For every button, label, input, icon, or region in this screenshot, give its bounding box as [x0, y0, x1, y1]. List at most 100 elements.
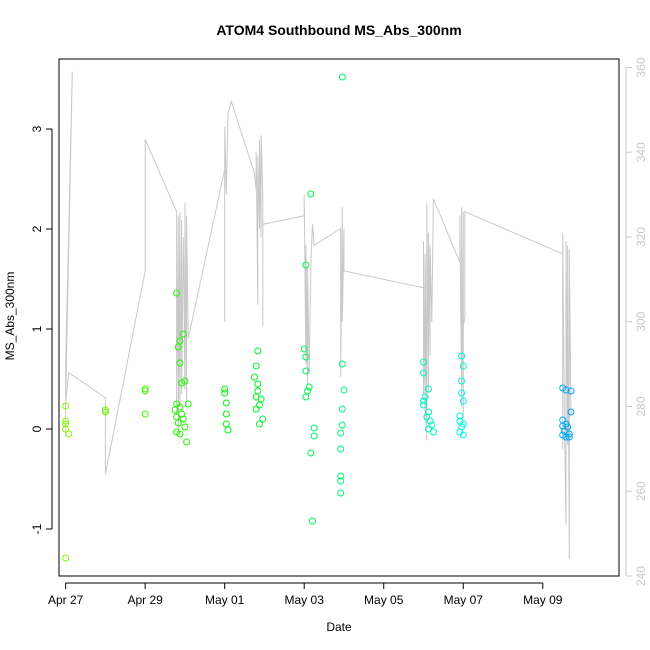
y2-tick-label: 340: [634, 142, 648, 162]
data-point: [254, 380, 262, 388]
x-tick-label: May 09: [523, 593, 563, 607]
data-point: [222, 420, 230, 428]
data-point: [458, 352, 466, 360]
y2-tick-label: 300: [634, 311, 648, 331]
x-tick-label: May 07: [444, 593, 484, 607]
data-point: [62, 402, 70, 410]
data-point: [171, 406, 179, 414]
data-point: [565, 433, 573, 441]
y2-tick-label: 320: [634, 227, 648, 247]
data-point: [456, 412, 464, 420]
data-point: [176, 430, 184, 438]
y2-tick-label: 240: [634, 566, 648, 586]
data-point: [256, 401, 263, 409]
x-tick-label: May 01: [205, 593, 245, 607]
data-point: [459, 431, 467, 439]
data-point: [254, 387, 262, 395]
data-point: [141, 410, 149, 418]
data-point: [458, 377, 466, 385]
data-point-layer: [62, 73, 575, 562]
data-point: [305, 383, 313, 391]
data-point: [338, 421, 346, 429]
y-axis-left: -1 0 1 2 3: [30, 125, 53, 534]
data-point: [458, 423, 466, 431]
y2-tick-label: 260: [634, 481, 648, 501]
data-point: [420, 358, 427, 366]
data-point: [62, 420, 70, 428]
data-point: [173, 289, 181, 297]
data-point: [567, 408, 575, 416]
data-point: [562, 386, 570, 394]
data-point: [62, 554, 70, 562]
data-point: [425, 385, 432, 393]
data-point: [302, 353, 310, 361]
data-point: [259, 415, 267, 423]
y-tick-label: 2: [30, 225, 44, 232]
data-point: [338, 405, 346, 413]
data-point: [559, 422, 567, 430]
y-tick-label: -1: [30, 523, 44, 534]
data-point: [222, 399, 230, 407]
data-point: [567, 387, 575, 395]
data-point: [338, 73, 346, 81]
data-point: [302, 367, 310, 375]
data-point: [310, 432, 318, 440]
data-point: [420, 401, 427, 409]
series-line: [65, 71, 572, 560]
data-point: [302, 261, 310, 269]
data-point: [179, 415, 187, 423]
data-point: [174, 419, 182, 427]
data-point: [458, 389, 466, 397]
data-point: [421, 393, 429, 401]
right-axis-series-layer: [65, 71, 572, 560]
x-axis-label: Date: [326, 620, 352, 634]
x-tick-label: May 03: [285, 593, 325, 607]
data-point: [425, 408, 432, 416]
data-point: [256, 420, 263, 428]
y-tick-label: 0: [30, 425, 44, 432]
data-point: [309, 517, 316, 525]
data-point: [300, 345, 308, 353]
data-point: [425, 425, 432, 433]
data-point: [179, 330, 187, 338]
data-point: [176, 359, 184, 367]
data-point: [252, 405, 260, 413]
data-point: [183, 438, 191, 446]
data-point: [459, 397, 467, 405]
data-point: [562, 433, 570, 441]
data-point: [224, 426, 232, 434]
data-point: [337, 429, 345, 437]
data-point: [221, 385, 229, 393]
data-point: [62, 417, 70, 425]
data-point: [65, 430, 73, 438]
data-point: [302, 393, 310, 401]
data-point: [254, 347, 262, 355]
data-point: [176, 403, 184, 411]
plot-frame: [58, 58, 620, 577]
data-point: [62, 425, 70, 433]
data-point: [178, 410, 186, 418]
y-tick-label: 3: [30, 125, 44, 132]
data-point: [141, 387, 149, 395]
y-axis-right: 240 260 280 300 320 340 360: [625, 57, 648, 586]
data-point: [181, 423, 189, 431]
data-point: [310, 424, 318, 432]
y2-tick-label: 280: [634, 396, 648, 416]
y2-tick-label: 360: [634, 57, 648, 77]
x-tick-label: Apr 29: [127, 593, 163, 607]
y-tick-label: 1: [30, 325, 44, 332]
data-point: [174, 343, 182, 351]
data-point: [307, 449, 315, 457]
data-point: [420, 369, 427, 377]
data-point: [221, 389, 229, 397]
data-point: [338, 360, 346, 368]
data-point: [101, 408, 109, 416]
data-point: [426, 417, 434, 425]
x-tick-label: Apr 27: [48, 593, 84, 607]
data-point: [141, 385, 149, 393]
y-axis-label: MS_Abs_300nm: [3, 272, 17, 361]
data-point: [251, 373, 258, 381]
data-point: [252, 362, 260, 370]
chart-title: ATOM4 Southbound MS_Abs_300nm: [216, 22, 461, 38]
